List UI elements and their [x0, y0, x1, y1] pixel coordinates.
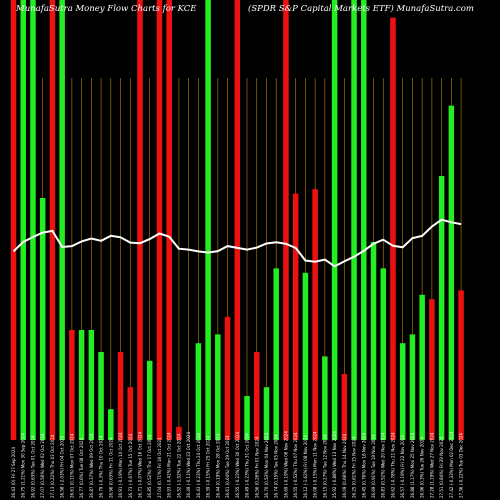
x-tick-label: 26.58 (-2.03%) Fri 04 Oct 2024 — [60, 436, 65, 498]
x-tick-label: 27.42 (-0.33%) Mon 02 Dec 2024 — [449, 431, 454, 498]
x-tick-label: 26.87 (0.37%) Wed 09 Oct 2024 — [89, 433, 94, 498]
x-tick-label: 26.73 (-0.67%) Tue 15 Oct 2024 — [128, 433, 133, 498]
flow-bar — [273, 268, 279, 440]
flow-bar — [98, 352, 104, 440]
x-tick-label: 26.61 (0.11%) Mon 07 Oct 2024 — [69, 433, 74, 498]
flow-bar — [351, 0, 357, 440]
x-tick-label: 26.08 (-0.15%) Mon 11 Nov 2024 — [313, 431, 318, 498]
flow-bar — [292, 193, 299, 440]
x-tick-label: 27.04 (0.71%) Fri 18 Oct 2024 — [157, 437, 162, 498]
flow-bar — [78, 330, 85, 440]
x-tick-label: 26.55 (-0.52%) Thu 07 Nov 2024 — [293, 432, 298, 498]
x-tick-label: 26.49 (-0.23%) Thu 31 Oct 2024 — [245, 433, 250, 498]
x-tick-label: 26.15 (0.27%) Tue 12 Nov 2024 — [322, 434, 327, 498]
flow-bar — [205, 0, 211, 440]
flow-bar — [108, 409, 114, 440]
flow-bar — [312, 189, 318, 440]
x-tick-label: 25.92 (-0.88%) Wed 13 Nov 2024 — [332, 431, 337, 498]
x-tick-label: 26.85 (0.52%) Thu 17 Oct 2024 — [147, 434, 152, 498]
chart-bars — [10, 0, 464, 440]
flow-bar — [49, 0, 56, 440]
flow-bar — [370, 242, 377, 440]
x-tick-label: 26.92 (0.63%) Tue 01 Oct 2024 — [30, 435, 35, 498]
x-tick-label: 26.39 (-0.15%) Fri 25 Oct 2024 — [206, 436, 211, 498]
price-line — [12, 218, 462, 268]
flow-bar — [409, 334, 416, 440]
flow-bar — [10, 0, 17, 440]
flow-bar — [20, 0, 26, 440]
x-tick-label: 26.52 (-1.52%) Tue 22 Oct 2024 — [176, 433, 181, 498]
flow-bar — [458, 290, 464, 440]
x-tick-label: 26.55 (-0.23%) Wed 30 Oct 2024 — [235, 432, 240, 498]
x-tick-label: 26.70 (0.53%) Mon 04 Nov 2024 — [264, 432, 269, 498]
x-tick-label: 26.61 (0.64%) Tue 29 Oct 2024 — [225, 435, 230, 498]
x-tick-label: 26.71 (-0.07%) Wed 16 Oct 2024 — [137, 432, 142, 498]
flow-bar — [59, 0, 65, 440]
flow-bar — [331, 0, 338, 440]
x-tick-label: 26.93 (-0.41%) Mon 21 Oct 2024 — [167, 432, 172, 498]
flow-bar — [176, 426, 182, 440]
flow-bar — [254, 352, 260, 440]
x-tick-label: 26.44 (0.19%) Mon 28 Oct 2024 — [215, 433, 220, 498]
flow-bar — [156, 0, 163, 440]
flow-bar — [438, 176, 445, 440]
flow-bar — [283, 0, 289, 440]
x-tick-label: 26.62 (-0.78%) Thu 21 Nov 2024 — [390, 432, 395, 498]
flow-bar — [448, 105, 455, 440]
flow-bar — [263, 387, 270, 440]
flow-bar — [302, 272, 309, 440]
x-tick-label: 26.43 (0) Fri 27 Sep 2024 — [11, 446, 16, 498]
x-tick-label: 26.88 (1.17%) Mon 25 Nov 2024 — [410, 432, 415, 498]
flow-bar — [137, 0, 143, 440]
x-tick-label: 27.51 (0.84%) Fri 29 Nov 2024 — [439, 436, 444, 498]
flow-bar — [195, 343, 202, 440]
flow-bar — [117, 352, 124, 440]
flow-bar — [380, 268, 386, 440]
x-tick-label: 26.74 (0.15%) Tue 05 Nov 2024 — [274, 434, 279, 498]
x-tick-label: 26.49 (-0.11%) Wed 23 Oct 2024 — [186, 432, 191, 498]
flow-bar — [215, 334, 221, 440]
x-tick-label: 26.75 (1.21%) Mon 30 Sep 2024 — [21, 433, 26, 498]
x-tick-label: 27.36 (-0.22%) Tue 03 Dec 2024 — [459, 433, 464, 498]
flow-bar — [127, 387, 134, 440]
x-tick-label: 26.56 (0.26%) Fri 01 Nov 2024 — [254, 436, 259, 498]
x-tick-label: 26.57 (-0.19%) Fri 22 Nov 2024 — [400, 435, 405, 498]
flow-bar — [341, 374, 348, 440]
x-tick-label: 26.09 (0.66%) Thu 14 Nov 2024 — [342, 433, 347, 498]
flow-bar — [390, 17, 396, 440]
flow-bar — [146, 360, 153, 440]
x-tick-label: 26.79 (-0.3%) Thu 10 Oct 2024 — [99, 435, 104, 498]
flow-bar — [429, 299, 435, 440]
x-tick-label: 26.77 (0.6%) Tue 08 Oct 2024 — [79, 437, 84, 498]
x-tick-label: 26.96 (0.63%) Fri 11 Oct 2024 — [108, 437, 113, 498]
flow-bar — [244, 396, 250, 440]
x-tick-label: 26.69 (0.91%) Tue 19 Nov 2024 — [371, 434, 376, 498]
flow-bar — [399, 343, 406, 440]
flow-bar — [166, 0, 172, 440]
flow-bar — [361, 0, 367, 440]
x-tick-label: 26.91 (-0.19%) Mon 14 Oct 2024 — [118, 432, 123, 498]
x-tick-label: 26.83 (0.52%) Wed 20 Nov 2024 — [381, 432, 386, 498]
flow-bar — [39, 198, 46, 440]
x-tick-label: 26.96 (0.3%) Tue 26 Nov 2024 — [420, 437, 425, 498]
chart-title: MunafaSutra Money Flow Charts for KCE — [16, 4, 197, 14]
flow-bar — [30, 0, 36, 440]
x-tick-label: 26.12 (-1.62%) Fri 08 Nov 2024 — [303, 435, 308, 498]
flow-bar — [322, 356, 328, 440]
flow-bar — [224, 316, 231, 440]
flow-bar — [419, 294, 425, 440]
x-tick-label: 27.07 (0.56%) Wed 02 Oct 2024 — [40, 433, 45, 498]
x-tick-label: 26.69 (-0.19%) Wed 06 Nov 2024 — [283, 431, 288, 498]
x-tick-label: 27.13 (0.22%) Thu 03 Oct 2024 — [50, 434, 55, 498]
x-tick-label: 26.43 (-0.23%) Thu 24 Oct 2024 — [196, 433, 201, 498]
chart-subtitle: (SPDR S&P Capital Markets ETF) MunafaSut… — [248, 4, 474, 14]
x-tick-labels: 26.43 (0) Fri 27 Sep 2024 26.75 (1.21%) M… — [11, 431, 464, 498]
x-tick-label: 27.28 (1.19%) Wed 27 Nov 2024 — [429, 432, 434, 498]
x-tick-label: 26.45 (0.76%) Mon 18 Nov 2024 — [361, 432, 366, 498]
x-tick-label: 26.25 (0.61%) Fri 15 Nov 2024 — [352, 436, 357, 498]
flow-bar — [88, 330, 95, 440]
flow-bar — [69, 330, 75, 440]
flow-bar — [234, 0, 241, 440]
